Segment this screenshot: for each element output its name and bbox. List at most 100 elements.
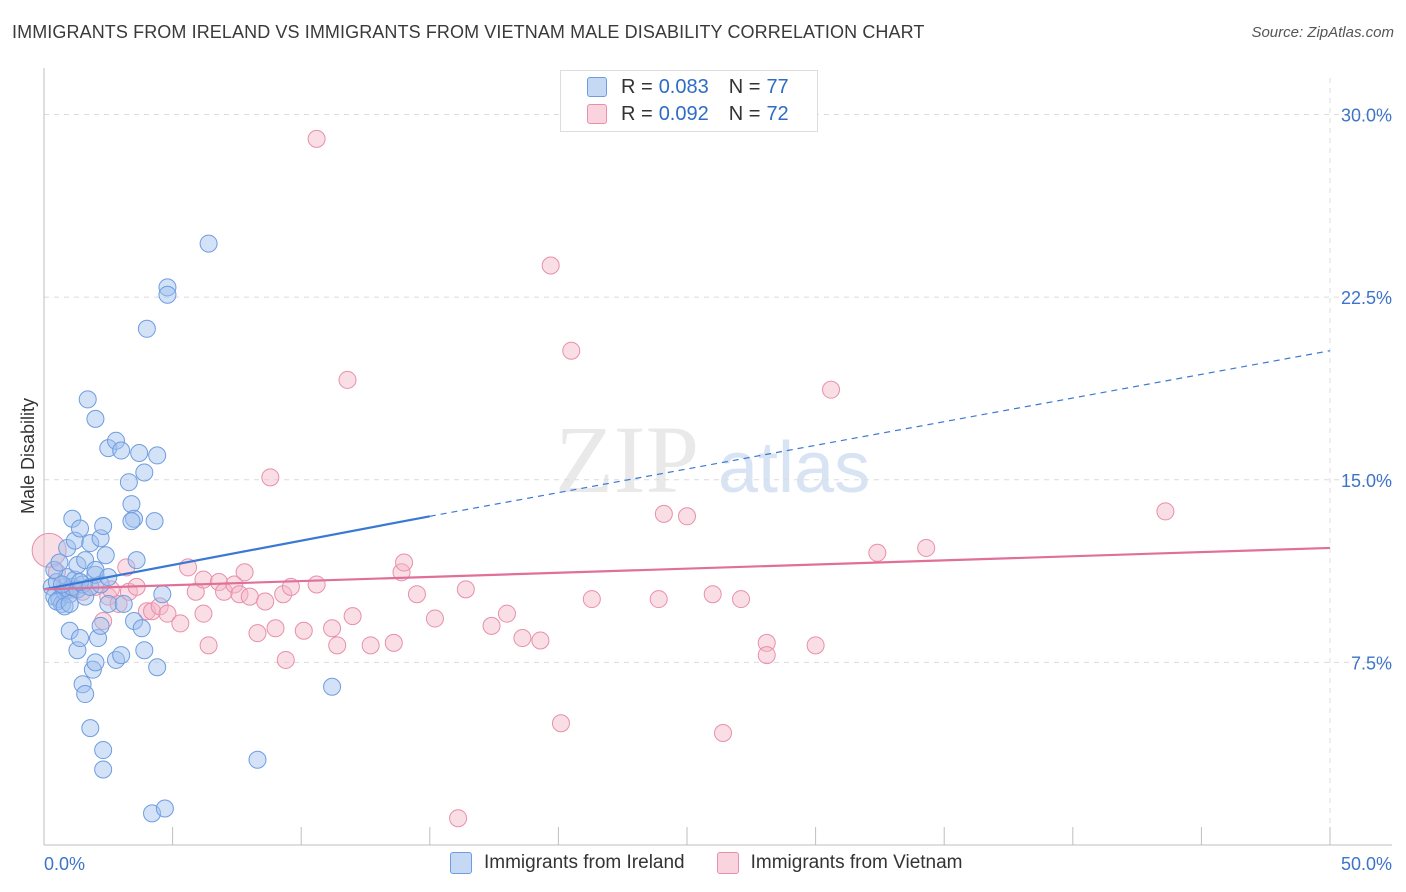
vietnam-point [307, 575, 326, 594]
ireland-point [81, 719, 100, 738]
ireland-point [65, 531, 84, 550]
ireland-point [137, 319, 156, 338]
vietnam-point [276, 650, 295, 669]
ireland-point [86, 409, 105, 428]
n-value: 72 [766, 102, 789, 125]
ireland-point [83, 660, 102, 679]
ireland-point [125, 611, 144, 630]
vietnam-point [384, 633, 403, 652]
chart-title: IMMIGRANTS FROM IRELAND VS IMMIGRANTS FR… [12, 22, 925, 42]
vietnam-point [194, 570, 213, 589]
y-tick-label: 7.5% [1351, 653, 1392, 673]
vietnam-point [757, 646, 776, 665]
ireland-point [71, 629, 90, 648]
watermark-zip: ZIP [555, 406, 699, 513]
vietnam-point [194, 604, 213, 623]
vietnam-point [343, 607, 362, 626]
ireland-point [112, 646, 131, 665]
ireland-point [81, 534, 100, 553]
vietnam-point [678, 507, 696, 526]
vietnam-point [256, 592, 275, 611]
ireland-point [155, 799, 174, 818]
axes [43, 68, 1392, 846]
ireland-point [94, 741, 113, 760]
vietnam-point [513, 629, 532, 648]
vietnam-points [31, 129, 1175, 828]
y-tick-label: 15.0% [1341, 471, 1392, 491]
trend-lines [43, 350, 1331, 591]
ireland-point [122, 512, 141, 531]
ireland-point [58, 538, 77, 557]
vietnam-point [31, 532, 67, 568]
vietnam-point [732, 590, 751, 609]
legend-item-ireland: Immigrants from Ireland [450, 852, 685, 874]
vietnam-point [274, 585, 293, 604]
ireland-point [91, 616, 110, 635]
ireland-point [71, 519, 90, 538]
ireland-point [135, 641, 154, 660]
watermark: ZIP atlas [555, 406, 870, 513]
vietnam-point [307, 129, 326, 148]
legend-item-vietnam: Immigrants from Vietnam [716, 852, 963, 874]
ireland-point [60, 594, 79, 613]
vietnam-point [235, 563, 254, 582]
ireland-point [86, 653, 105, 672]
vietnam-point [328, 636, 347, 655]
source-label: Source: ZipAtlas.com [1251, 24, 1394, 41]
vietnam-point [582, 590, 601, 609]
ireland-point [96, 546, 115, 565]
ireland-point [94, 760, 113, 779]
vietnam-point [323, 619, 342, 638]
vietnam-point [649, 590, 668, 609]
ireland-point [135, 463, 154, 482]
x-tick-label: 0.0% [44, 854, 85, 874]
ireland-point [99, 594, 118, 613]
ireland-point [76, 685, 95, 704]
legend-label-ireland: Immigrants from Ireland [484, 852, 685, 873]
vietnam-point [338, 370, 357, 389]
ireland-point [122, 495, 141, 514]
ireland-point [145, 512, 164, 531]
vietnam-point [551, 714, 570, 733]
vietnam-point [248, 624, 267, 643]
ireland-point [158, 278, 177, 297]
ireland-swatch [450, 852, 472, 874]
vietnam-point [482, 616, 501, 635]
ireland-trend-extension [429, 350, 1331, 517]
vietnam-point [230, 585, 249, 604]
vietnam-point [407, 585, 426, 604]
ireland-point [107, 650, 126, 669]
ireland-point [248, 750, 267, 769]
r-label: R = [621, 102, 653, 125]
vietnam-swatch [587, 104, 607, 124]
vietnam-point [158, 604, 177, 623]
vietnam-point [531, 631, 550, 650]
ireland-point [148, 658, 167, 677]
vietnam-point [117, 558, 136, 577]
ireland-point [112, 441, 131, 460]
vietnam-point [1156, 502, 1175, 521]
tick-labels: 7.5% 15.0% 22.5% 30.0% 0.0% 50.0% [44, 106, 1392, 874]
ireland-swatch [587, 77, 607, 97]
n-label: N = [728, 102, 761, 125]
vietnam-point [109, 594, 128, 613]
ireland-point [323, 677, 342, 696]
vietnam-point [456, 580, 475, 599]
ireland-point [158, 285, 177, 304]
vietnam-point [266, 619, 285, 638]
ireland-point [153, 585, 172, 604]
stats-row-vietnam: R = 0.092 N = 72 [587, 101, 809, 127]
vietnam-point [497, 604, 516, 623]
ireland-points [42, 234, 342, 823]
vietnam-swatch [716, 852, 739, 874]
ireland-point [119, 473, 138, 492]
vietnam-point [868, 543, 887, 562]
watermark-atlas: atlas [718, 428, 870, 508]
ireland-point [127, 551, 146, 570]
gridlines [44, 78, 1392, 845]
r-value: 0.083 [658, 75, 709, 98]
n-value: 77 [766, 75, 789, 98]
ireland-point [148, 446, 167, 465]
vietnam-point [541, 256, 560, 275]
stats-legend: R = 0.083 N = 77 R = 0.092 N = 72 [560, 70, 818, 132]
